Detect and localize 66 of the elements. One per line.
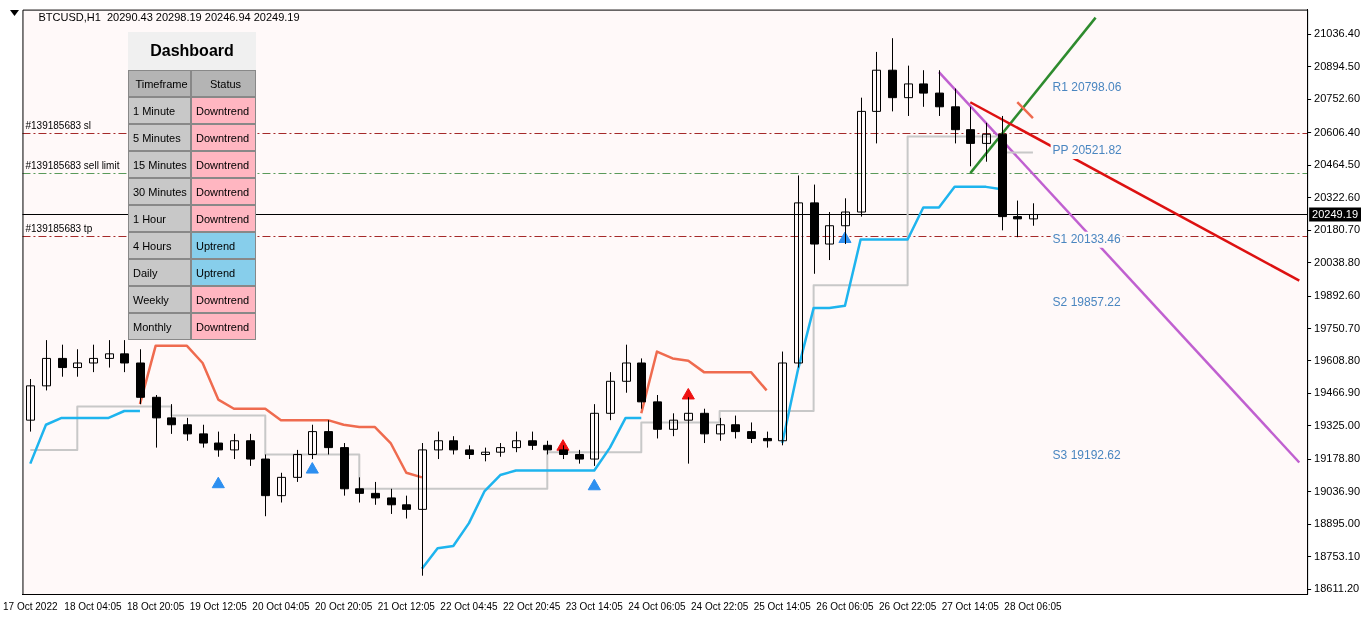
x-tick-label: 24 Oct 22:05 bbox=[690, 600, 749, 612]
x-tick-label: 20 Oct 20:05 bbox=[314, 600, 373, 612]
text: Dashboard bbox=[128, 32, 256, 70]
annotation: Uptrend bbox=[191, 259, 256, 286]
y-tick-label: 19466.90 bbox=[1314, 386, 1361, 399]
y-tick-label: 20464.50 bbox=[1314, 158, 1361, 171]
y-tick-label: 18611.20 bbox=[1314, 582, 1360, 595]
y-tick-label: 19608.80 bbox=[1314, 354, 1361, 366]
y-tick-label: 20038.80 bbox=[1314, 255, 1361, 268]
y-tick-label: 20894.50 bbox=[1314, 59, 1361, 72]
annotation: Timeframe bbox=[128, 70, 191, 97]
x-tick-label: 18 Oct 20:05 bbox=[126, 600, 185, 612]
annotation: Downtrend bbox=[191, 178, 256, 205]
y-tick-label: 18895.00 bbox=[1314, 517, 1361, 530]
x-tick-label: 25 Oct 14:05 bbox=[753, 600, 812, 612]
x-tick-label: 24 Oct 06:05 bbox=[628, 600, 687, 612]
x-tick-label: 18 Oct 04:05 bbox=[64, 600, 123, 612]
ref-line-label: #139185683 tp bbox=[25, 223, 93, 235]
chart-title: BTCUSD,H1 20290.43 20298.19 20246.94 20249.19 bbox=[38, 10, 300, 23]
annotation: 5 Minutes bbox=[128, 124, 191, 151]
annotation: 1 Minute bbox=[128, 97, 191, 124]
annotation: 4 Hours bbox=[128, 232, 191, 259]
y-tick-label: 19750.70 bbox=[1314, 321, 1361, 334]
annotation: Downtrend bbox=[191, 205, 256, 232]
x-tick-label: 23 Oct 14:05 bbox=[565, 600, 624, 612]
y-tick-label: 20752.60 bbox=[1314, 92, 1361, 105]
annotation: Uptrend bbox=[191, 232, 256, 259]
annotation: PP 20521.82 bbox=[1052, 143, 1123, 158]
annotation: 30 Minutes bbox=[128, 178, 191, 205]
annotation: R1 20798.06 bbox=[1052, 80, 1122, 95]
annotation: Status bbox=[191, 70, 256, 97]
annotation: 1 Hour bbox=[128, 205, 191, 232]
annotation: S2 19857.22 bbox=[1052, 295, 1122, 310]
annotation: Monthly bbox=[128, 313, 191, 340]
x-tick-label: 27 Oct 14:05 bbox=[941, 600, 1000, 612]
annotation: Downtrend bbox=[191, 313, 256, 340]
x-tick-label: 22 Oct 20:45 bbox=[502, 600, 561, 612]
x-tick-label: 28 Oct 06:05 bbox=[1004, 600, 1063, 612]
x-tick-label: 26 Oct 06:05 bbox=[816, 600, 875, 612]
y-tick-label: 19325.00 bbox=[1314, 418, 1361, 431]
annotation: S1 20133.46 bbox=[1052, 232, 1122, 247]
x-tick-label: 22 Oct 04:45 bbox=[440, 600, 499, 612]
y-tick-label: 21036.40 bbox=[1314, 27, 1361, 40]
y-tick-label: 20322.60 bbox=[1314, 190, 1361, 203]
x-tick-label: 20 Oct 04:05 bbox=[252, 600, 311, 612]
annotation: S3 19192.62 bbox=[1052, 447, 1122, 462]
annotation: Downtrend bbox=[191, 151, 256, 178]
x-tick-label: 17 Oct 2022 bbox=[3, 600, 58, 612]
y-tick-label: 19178.80 bbox=[1314, 452, 1361, 465]
ref-line-label: #139185683 sl bbox=[25, 120, 92, 132]
x-tick-label: 21 Oct 12:05 bbox=[377, 600, 436, 612]
annotation: Downtrend bbox=[191, 97, 256, 124]
x-tick-label: 19 Oct 12:05 bbox=[189, 600, 248, 612]
ref-line-label: 20249.19 bbox=[1312, 207, 1359, 220]
y-tick-label: 20606.40 bbox=[1314, 125, 1361, 138]
y-tick-label: 19892.60 bbox=[1314, 289, 1361, 302]
annotation: Downtrend bbox=[191, 286, 256, 313]
annotation: 15 Minutes bbox=[128, 151, 191, 178]
y-tick-label: 19036.90 bbox=[1314, 484, 1361, 497]
x-tick-label: 26 Oct 22:05 bbox=[878, 600, 937, 612]
y-tick-label: 18753.10 bbox=[1314, 549, 1361, 562]
y-tick-label: 20180.70 bbox=[1314, 223, 1361, 236]
annotation: Downtrend bbox=[191, 124, 256, 151]
annotation: Daily bbox=[128, 259, 191, 286]
annotation: Weekly bbox=[128, 286, 191, 313]
ref-line-label: #139185683 sell limit bbox=[25, 159, 120, 171]
